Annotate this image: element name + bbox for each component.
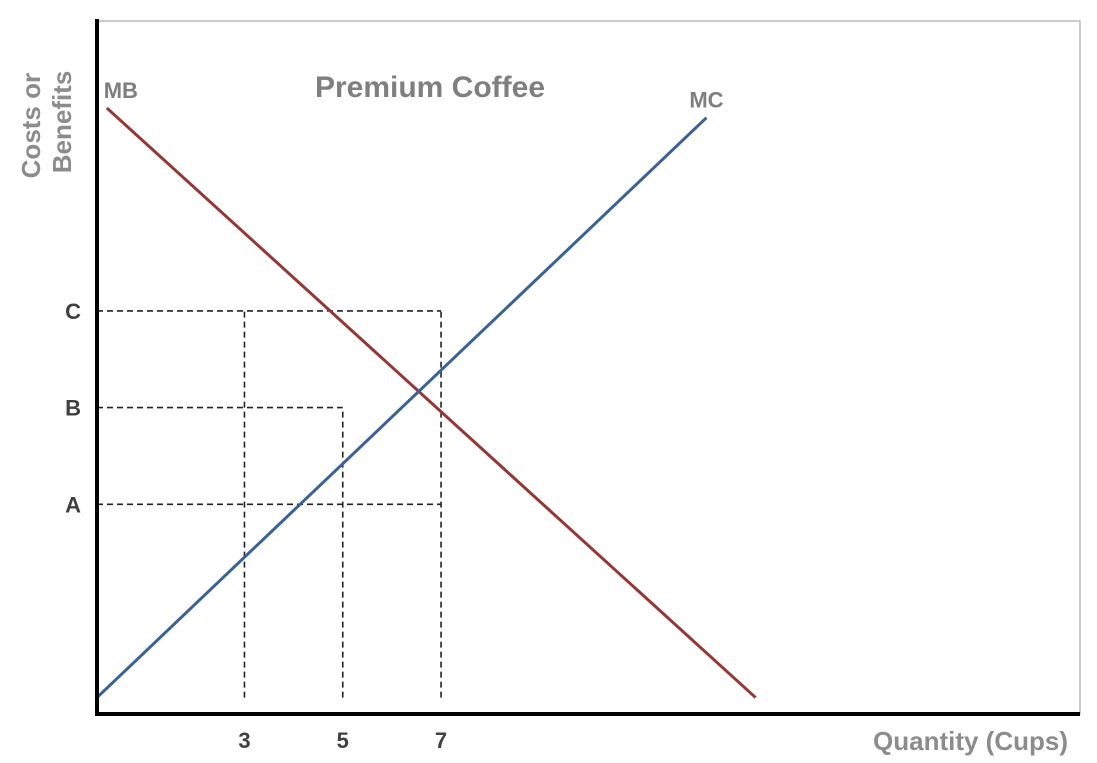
series-line-mb: [105, 106, 757, 699]
series-line-mc: [95, 116, 708, 699]
y-axis-title-line-2: Benefits: [47, 71, 77, 174]
y-tick-label: B: [65, 396, 81, 421]
series-label-mb: MB: [104, 78, 138, 103]
y-axis-title-line-1: Costs or: [16, 73, 46, 178]
series-label-mc: MC: [689, 88, 723, 113]
x-tick-label: 5: [337, 728, 349, 753]
chart-title: Premium Coffee: [315, 71, 545, 104]
y-tick-label: C: [65, 299, 81, 324]
x-tick-label: 7: [435, 728, 447, 753]
y-axis-title: Costs or Benefits: [16, 66, 77, 179]
x-tick-label: 3: [238, 728, 250, 753]
y-tick-label: A: [65, 492, 81, 517]
x-axis-title: Quantity (Cups): [873, 726, 1068, 756]
